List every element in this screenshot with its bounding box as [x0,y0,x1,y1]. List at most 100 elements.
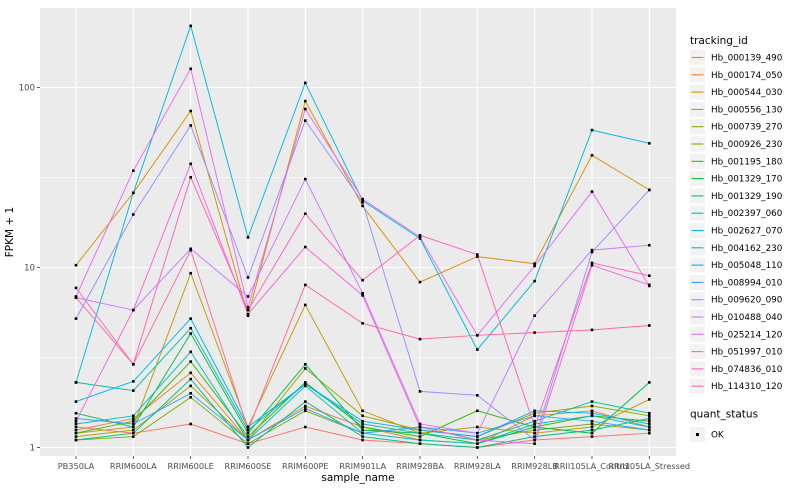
data-point [533,425,536,429]
data-point [304,384,307,388]
data-point [304,400,307,403]
data-point [418,431,422,435]
legend-item: Hb_010488_040 [690,309,783,325]
x-tick-label: RRII105LA_Control [554,461,630,471]
legend-item-label: Hb_000174_050 [711,71,783,81]
data-point [304,404,307,408]
data-point [590,422,594,426]
data-point [533,409,536,413]
data-point [533,428,536,432]
legend-item: Hb_000926_230 [690,136,783,152]
data-point [132,431,135,435]
data-point [132,213,135,216]
data-point [590,250,594,254]
legend-item: Hb_000139_490 [690,50,783,65]
data-point [361,414,364,418]
data-point [476,438,479,442]
y-tick-label: 100 [19,84,35,94]
legend-item-label: Hb_010488_040 [711,313,783,323]
legend-key-square-icon [696,433,699,436]
data-point [648,243,651,247]
legend-item-label: Hb_000926_230 [711,140,783,150]
x-tick-label: RRIM901LA [339,461,386,471]
legend-item-label: Hb_004162_230 [711,244,783,254]
data-point [648,425,651,429]
data-point [132,363,135,366]
y-axis-title: FPKM + 1 [4,207,16,257]
legend-item: Hb_000739_270 [690,119,783,135]
data-point [246,431,250,435]
data-point [533,442,536,445]
legend-item: Hb_000174_050 [690,67,783,83]
legend-item-label: Hb_001329_190 [711,192,783,202]
data-point [246,425,250,429]
data-point [74,431,78,435]
legend-title-quant-status: quant_status [690,409,758,421]
data-point [533,279,536,283]
data-point [533,262,536,265]
data-point [189,422,192,426]
data-point [361,409,364,413]
data-point [361,199,364,202]
data-point [361,294,364,297]
data-point [132,422,135,426]
data-point [590,411,594,415]
legend-item-label: OK [711,431,724,441]
data-point [590,328,594,332]
data-point [246,276,250,279]
data-point [304,407,307,410]
data-point [361,197,364,201]
data-point [533,411,536,415]
data-point [533,419,536,423]
data-point [418,390,422,393]
data-point [361,419,364,423]
legend-item: Hb_051997_010 [690,344,783,360]
data-point [648,398,651,401]
legend-item: Hb_002397_060 [690,205,783,221]
y-tick-label: 10 [24,264,35,274]
data-point [74,400,78,403]
x-tick-label: RRIM600PE [282,461,329,471]
data-point [648,411,651,415]
data-point [648,274,651,277]
data-point [590,428,594,432]
legend-item: Hb_074836_010 [690,361,783,377]
data-point [132,435,135,438]
data-point [590,261,594,265]
legend: tracking_id Hb_000139_490 Hb_000174_050 Hb_… [690,35,783,442]
data-point [304,177,307,181]
legend-item-label: Hb_074836_010 [711,365,783,375]
data-point [74,381,78,384]
data-point [476,394,479,397]
x-tick-label: RRIM600SE [225,461,272,471]
data-point [418,438,422,442]
data-point [533,431,536,435]
legend-item-label: Hb_000544_030 [711,88,783,98]
data-point [361,428,364,432]
data-point [189,326,192,330]
legend-item: Hb_000556_130 [690,101,783,117]
data-point [361,422,364,426]
data-point [648,142,651,145]
data-point [189,176,192,179]
x-axis-title: sample_name [321,472,394,484]
data-point [418,235,422,239]
legend-item: Hb_001329_170 [690,171,783,187]
data-point [304,409,307,413]
data-point [246,306,250,309]
data-point [590,154,594,157]
data-point [590,419,594,423]
data-point [361,322,364,325]
data-point [246,446,250,449]
data-point [476,348,479,351]
data-point [246,428,250,432]
data-point [476,446,479,449]
x-tick-label: RRII105LA_Stressed [608,461,690,471]
data-point [476,334,479,337]
data-point [132,417,135,420]
data-point [189,332,192,335]
data-point [304,245,307,249]
data-point [590,435,594,438]
x-tick-label: RRIM928LA [454,461,501,471]
